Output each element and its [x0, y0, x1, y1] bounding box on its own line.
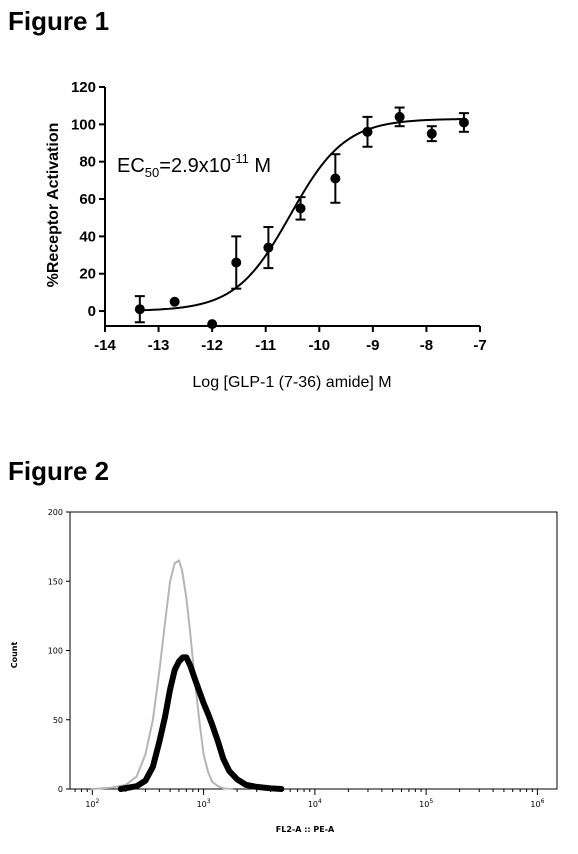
data-point: [231, 257, 242, 268]
y-axis-label: %Receptor Activation: [45, 123, 62, 288]
x-tick-exponent: 3: [207, 798, 211, 805]
y-tick-label: 0: [58, 785, 63, 794]
y-tick-label: 100: [71, 116, 96, 133]
fit-curve: [139, 118, 464, 312]
x-tick-label: 105: [419, 798, 433, 809]
x-tick-base: 10: [85, 800, 95, 809]
x-tick-label: -14: [94, 337, 116, 354]
count-axis-label: Count: [10, 642, 19, 669]
data-point: [362, 126, 373, 137]
fl2-axis-label: FL2-A :: PE-A: [276, 825, 335, 834]
x-tick-label: -10: [308, 337, 330, 354]
y-tick-label: 0: [88, 303, 96, 320]
figure-1-heading: Figure 1: [8, 6, 110, 36]
y-tick-label: 60: [79, 191, 96, 208]
figure-2-heading: Figure 2: [8, 456, 110, 486]
x-axis-label: Log [GLP-1 (7-36) amide] M: [192, 374, 391, 391]
y-tick-label: 20: [79, 266, 96, 283]
ec50-prefix: EC: [117, 155, 145, 177]
x-tick-label: -9: [366, 337, 379, 354]
x-tick-base: 10: [530, 800, 540, 809]
x-tick-base: 10: [197, 800, 207, 809]
x-tick-label: 103: [197, 798, 211, 809]
x-tick-label: -12: [201, 337, 223, 354]
x-tick-exponent: 2: [96, 798, 100, 805]
x-tick-label: 106: [530, 798, 544, 809]
x-tick-exponent: 5: [429, 798, 433, 805]
data-point: [169, 296, 180, 307]
data-point: [458, 117, 469, 128]
data-point: [394, 111, 405, 122]
ec50-annotation: EC50=2.9x10-11 M: [117, 151, 271, 180]
x-tick-label: -13: [148, 337, 170, 354]
ec50-unit: M: [249, 155, 271, 177]
y-tick-label: 80: [79, 154, 96, 171]
y-tick-label: 50: [53, 716, 63, 725]
data-point: [295, 203, 306, 214]
y-tick-label: 120: [71, 79, 96, 96]
x-tick-label: -11: [255, 337, 276, 354]
x-tick-label: -8: [420, 337, 433, 354]
ec50-subscript: 50: [145, 165, 159, 180]
x-tick-base: 10: [419, 800, 429, 809]
ec50-exponent: -11: [231, 151, 249, 166]
y-tick-label: 40: [79, 228, 96, 245]
x-tick-label: -7: [473, 337, 486, 354]
data-point: [426, 128, 437, 139]
histogram-series-1: [91, 559, 233, 790]
y-tick-label: 100: [48, 647, 63, 656]
data-point: [207, 319, 218, 330]
dose-response-chart: %Receptor Activation Log [GLP-1 (7-36) a…: [45, 79, 487, 391]
ec50-value: =2.9x10: [159, 155, 231, 177]
y-tick-label: 150: [48, 577, 63, 586]
data-point: [330, 173, 341, 184]
x-tick-label: 102: [85, 798, 99, 809]
x-tick-label: 104: [308, 798, 322, 809]
histogram-series-2: [117, 654, 285, 792]
x-tick-exponent: 6: [541, 798, 545, 805]
plot-frame: [69, 511, 558, 790]
x-tick-exponent: 4: [318, 798, 322, 805]
data-point: [263, 242, 274, 253]
y-tick-label: 200: [48, 508, 63, 517]
data-point: [134, 304, 145, 315]
x-tick-base: 10: [308, 800, 318, 809]
